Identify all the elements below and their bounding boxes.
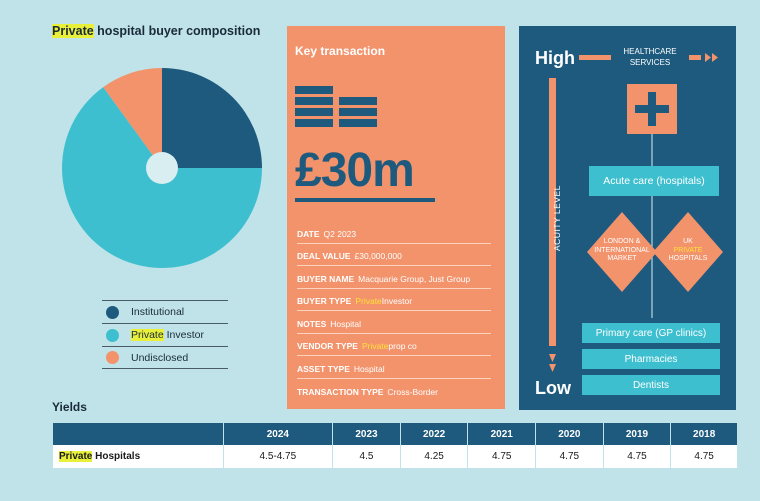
legend-item-institutional: Institutional xyxy=(102,300,228,323)
yields-header-blank xyxy=(53,423,223,445)
yields-row-label: Private Hospitals xyxy=(53,445,223,468)
yields-header-2021: 2021 xyxy=(467,423,536,445)
detail-row-asset-type: ASSET TYPE Hospital xyxy=(297,356,491,379)
yields-header-2020: 2020 xyxy=(535,423,604,445)
amount-underline xyxy=(295,198,435,202)
yields-header-2023: 2023 xyxy=(332,423,401,445)
pie-slice-undisclosed xyxy=(103,68,162,168)
pie-title-rest: hospital buyer composition xyxy=(93,24,261,38)
pie-legend: Institutional Private Investor Undisclos… xyxy=(102,300,228,369)
detail-row-date: DATE Q2 2023 xyxy=(297,221,491,244)
acuity-low-label: Low xyxy=(535,378,571,398)
yields-header-2018: 2018 xyxy=(670,423,737,445)
yields-header-2019: 2019 xyxy=(602,423,671,445)
acuity-level-label: ACUITY LEVEL xyxy=(552,185,562,251)
legend-label: Private Investor xyxy=(131,329,204,341)
pie-slice-institutional xyxy=(162,68,262,168)
uk-private-hospitals-label: UK PRIVATE HOSPITALS xyxy=(668,238,708,262)
london-market-label: LONDON & INTERNATIONAL MARKET xyxy=(594,238,650,262)
yields-table: 2024 2023 2022 2021 2020 2019 2018 Priva… xyxy=(53,423,737,468)
table-row: Private Hospitals 4.5-4.75 4.5 4.25 4.75… xyxy=(53,445,737,468)
yields-header-row: 2024 2023 2022 2021 2020 2019 2018 xyxy=(53,423,737,445)
yield-cell-2018: 4.75 xyxy=(670,445,737,468)
yield-cell-2021: 4.75 xyxy=(467,445,536,468)
detail-row-buyer-name: BUYER NAME Macquarie Group, Just Group xyxy=(297,266,491,289)
primary-care-box: Primary care (GP clinics) xyxy=(582,323,720,343)
detail-row-notes: NOTES Hospital xyxy=(297,311,491,334)
legend-item-private-investor: Private Investor xyxy=(102,323,228,346)
healthcare-acuity-panel: High Low HEALTHCARE SERVICES ACUITY LEVE… xyxy=(519,26,736,410)
money-stack-icon xyxy=(295,86,377,127)
yield-cell-2022: 4.25 xyxy=(399,445,468,468)
yield-cell-2019: 4.75 xyxy=(602,445,671,468)
legend-item-undisclosed: Undisclosed xyxy=(102,346,228,369)
legend-label: Undisclosed xyxy=(131,351,189,364)
detail-row-deal-value: DEAL VALUE £30,000,000 xyxy=(297,244,491,266)
yields-header-2024: 2024 xyxy=(222,423,333,445)
pie-title-highlight: Private xyxy=(52,24,94,38)
detail-row-buyer-type: BUYER TYPE Private Investor xyxy=(297,289,491,311)
legend-label: Institutional xyxy=(131,306,185,318)
detail-row-vendor-type: VENDOR TYPE Private prop co xyxy=(297,334,491,356)
pie-center-hole xyxy=(146,152,178,184)
pie-chart-title: Private hospital buyer composition xyxy=(52,24,260,38)
yields-title: Yields xyxy=(52,400,87,414)
detail-row-transaction-type: TRANSACTION TYPE Cross-Border xyxy=(297,387,438,397)
legend-swatch-private-investor xyxy=(106,328,119,342)
legend-swatch-undisclosed xyxy=(106,351,119,364)
dentists-box: Dentists xyxy=(582,375,720,395)
yield-cell-2023: 4.5 xyxy=(332,445,401,468)
healthcare-services-label: HEALTHCARE SERVICES xyxy=(623,47,677,67)
yield-cell-2024: 4.5-4.75 xyxy=(222,445,333,468)
transaction-details: DATE Q2 2023 DEAL VALUE £30,000,000 BUYER … xyxy=(297,221,491,401)
pharmacies-box: Pharmacies xyxy=(582,349,720,369)
key-transaction-card: Key transaction £30m DATE Q2 2023 DEAL VA… xyxy=(287,26,505,409)
yields-header-2022: 2022 xyxy=(399,423,468,445)
card-title: Key transaction xyxy=(295,44,386,58)
acuity-graphics xyxy=(549,53,723,372)
acuity-high-label: High xyxy=(535,48,575,68)
pie-chart xyxy=(61,68,262,268)
yield-cell-2020: 4.75 xyxy=(535,445,604,468)
legend-swatch-institutional xyxy=(106,305,119,319)
deal-amount: £30m xyxy=(295,144,415,197)
acute-care-box: Acute care (hospitals) xyxy=(589,166,719,196)
